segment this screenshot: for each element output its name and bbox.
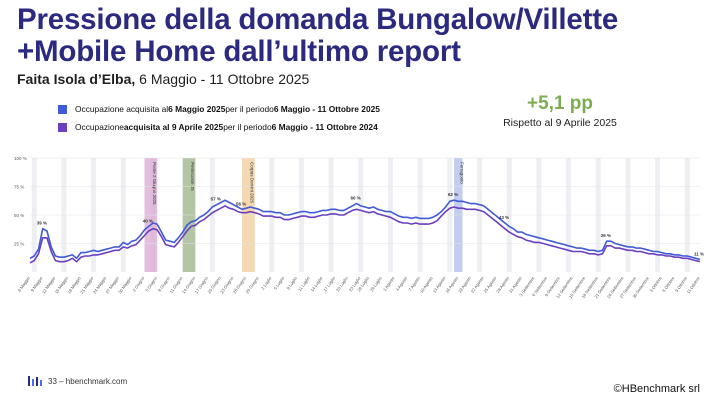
data-label: 39 % bbox=[37, 221, 47, 226]
hbenchmark-logo-icon bbox=[28, 376, 42, 386]
x-tick-label: 11 Ottobre bbox=[686, 275, 702, 294]
x-tick-label: 29 Giugno bbox=[245, 275, 261, 294]
event-label: Corpus Domini 2025 bbox=[249, 162, 254, 204]
event-label: Ferragosto bbox=[459, 162, 464, 184]
occupancy-line-chart: Ponte 2 Giugno 2025 Pentecoste 25 Corpus D… bbox=[14, 156, 704, 299]
legend-item-previous: Occupazione acquisita al 9 Aprile 2025 p… bbox=[58, 118, 380, 136]
data-label: 43 % bbox=[499, 215, 509, 220]
legend-text: Occupazione acquisita al bbox=[75, 104, 169, 114]
x-tick-label: 2 Luglio bbox=[260, 275, 273, 290]
footer-left: 33 – hbenchmark.com bbox=[28, 376, 127, 386]
footer-copyright: ©HBenchmark srl bbox=[613, 383, 700, 395]
chart-legend: Occupazione acquisita al 6 Maggio 2025 p… bbox=[58, 100, 380, 136]
x-tick-label: 29 Luglio bbox=[369, 275, 383, 292]
legend-text-bold: 6 Maggio 2025 bbox=[168, 104, 226, 114]
page-subtitle: Faita Isola d’Elba, 6 Maggio - 11 Ottobr… bbox=[17, 71, 309, 87]
footer-page-ref: 33 – hbenchmark.com bbox=[48, 376, 128, 386]
kpi-note: Rispetto al 9 Aprile 2025 bbox=[503, 117, 617, 129]
x-tick-label: 8 Luglio bbox=[285, 275, 298, 290]
legend-text-bold: acquisita al 9 Aprile 2025 bbox=[123, 122, 224, 132]
data-label: 62 % bbox=[448, 192, 458, 197]
kpi-box: +5,1 pp Rispetto al 9 Aprile 2025 bbox=[460, 93, 660, 129]
y-tick-label: 25 % bbox=[14, 242, 24, 247]
event-label: Ponte 2 Giugno 2025 bbox=[152, 162, 157, 205]
legend-text: per il periodo bbox=[223, 122, 272, 132]
data-label: 56 % bbox=[236, 201, 246, 206]
legend-text: per il periodo bbox=[225, 104, 274, 114]
data-label: 60 % bbox=[351, 196, 361, 201]
y-tick-label: 75 % bbox=[14, 185, 24, 190]
series-line-previous bbox=[29, 205, 701, 264]
y-tick-label: 50 % bbox=[14, 213, 24, 218]
legend-text-bold: 6 Maggio - 11 Ottobre 2024 bbox=[271, 122, 378, 132]
legend-swatch-current bbox=[58, 104, 67, 114]
series-line-current bbox=[29, 199, 701, 261]
data-label: 11 % bbox=[694, 251, 704, 256]
legend-text-bold: 6 Maggio - 11 Ottobre 2025 bbox=[273, 104, 380, 114]
x-tick-label: 30 Maggio bbox=[117, 275, 133, 294]
subtitle-dates: 6 Maggio - 11 Ottobre 2025 bbox=[135, 71, 310, 87]
y-tick-label: 100 % bbox=[14, 156, 27, 161]
kpi-value: +5,1 pp bbox=[527, 93, 593, 114]
event-label: Pentecoste 25 bbox=[190, 162, 195, 191]
data-label: 57 % bbox=[211, 197, 221, 202]
data-label: 26 % bbox=[601, 233, 611, 238]
legend-text: Occupazione bbox=[75, 122, 124, 132]
data-label: 40 % bbox=[143, 218, 153, 223]
subtitle-place: Faita Isola d’Elba, bbox=[17, 71, 136, 87]
legend-item-current: Occupazione acquisita al 6 Maggio 2025 p… bbox=[58, 100, 380, 118]
x-tick-label: 5 Luglio bbox=[273, 275, 286, 290]
legend-swatch-previous bbox=[58, 122, 67, 132]
page-title: Pressione della domanda Bungalow/Villett… bbox=[17, 3, 619, 68]
